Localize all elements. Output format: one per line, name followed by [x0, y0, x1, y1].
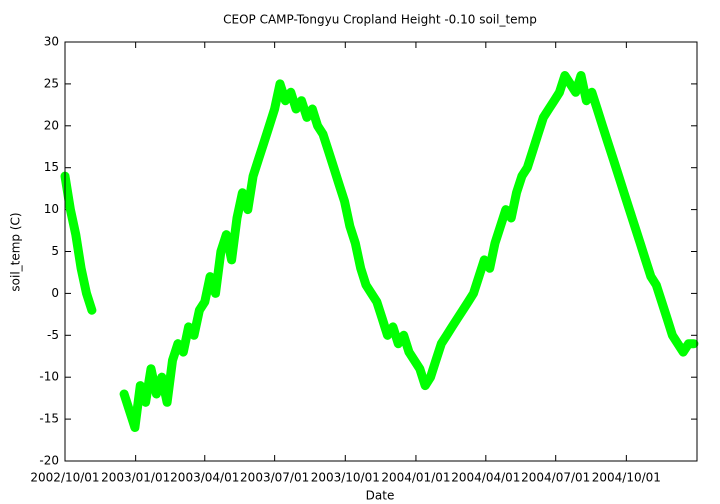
y-tick-label: 20 — [44, 118, 59, 132]
y-tick-label: 0 — [51, 286, 59, 300]
x-tick-label: 2004/10/01 — [592, 471, 661, 485]
chart-title: CEOP CAMP-Tongyu Cropland Height -0.10 s… — [223, 13, 537, 27]
x-axis-label: Date — [366, 489, 395, 503]
x-tick-label: 2003/04/01 — [170, 471, 239, 485]
y-tick-label: -15 — [39, 412, 59, 426]
y-tick-label: -10 — [39, 370, 59, 384]
y-tick-label: 10 — [44, 202, 59, 216]
x-tick-label: 2003/10/01 — [311, 471, 380, 485]
x-tick-label: 2003/07/01 — [240, 471, 309, 485]
x-tick-label: 2002/10/01 — [30, 471, 99, 485]
y-tick-label: 30 — [44, 35, 59, 49]
y-tick-label: -20 — [39, 454, 59, 468]
x-tick-label: 2003/01/01 — [101, 471, 170, 485]
data-line — [60, 71, 699, 432]
y-tick-label: 25 — [44, 76, 59, 90]
x-tick-label: 2004/07/01 — [521, 471, 590, 485]
x-tick-label: 2004/04/01 — [451, 471, 520, 485]
y-tick-label: 15 — [44, 160, 59, 174]
x-tick-label: 2004/01/01 — [381, 471, 450, 485]
plot-frame — [64, 41, 698, 462]
y-axis-label: soil_temp (C) — [9, 212, 23, 291]
y-tick-label: 5 — [51, 244, 59, 258]
y-tick-label: -5 — [47, 328, 59, 342]
